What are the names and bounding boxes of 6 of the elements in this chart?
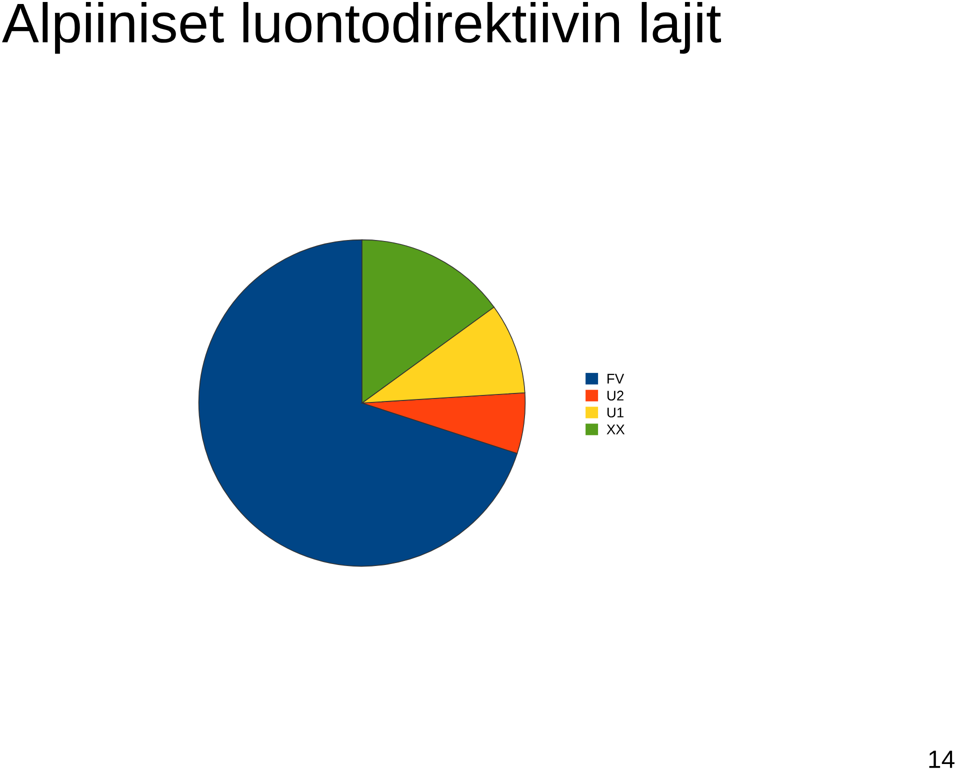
legend-label: XX	[606, 424, 625, 434]
legend-label: U2	[607, 390, 624, 401]
legend-label: U1	[607, 408, 624, 418]
chart-title: Alpiiniset luontodirektiivin lajit	[2, 2, 721, 54]
text: 14	[929, 750, 954, 768]
legend-label: FV	[608, 374, 624, 384]
